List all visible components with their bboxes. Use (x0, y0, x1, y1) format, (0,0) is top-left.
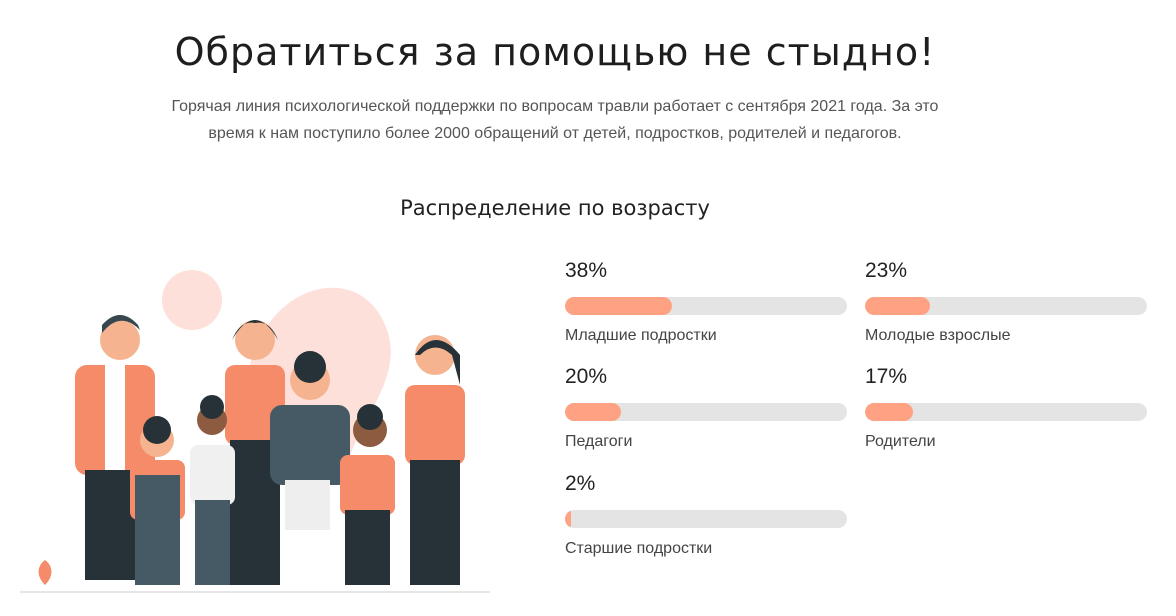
progress-fill (865, 403, 913, 421)
progress-bar (865, 297, 1147, 315)
stat-label: Молодые взрослые (865, 327, 1011, 344)
stat-item: 2% Старшие подростки (565, 469, 847, 558)
stat-percent: 17% (865, 365, 908, 388)
stat-percent: 23% (865, 259, 908, 282)
progress-fill (565, 510, 571, 528)
page-title: Обратиться за помощью не стыдно! (174, 30, 936, 74)
stat-label: Старшие подростки (565, 540, 713, 557)
stat-item: 17% Родители (865, 362, 1147, 451)
stat-item: 20% Педагоги (565, 362, 847, 451)
stat-label: Педагоги (565, 433, 633, 450)
stat-item: 38% Младшие подростки (565, 256, 847, 345)
progress-bar (565, 297, 847, 315)
stat-percent: 20% (565, 365, 608, 388)
section-title: Распределение по возрасту (400, 196, 710, 220)
progress-bar (565, 403, 847, 421)
progress-fill (565, 297, 673, 315)
intro-line-2: время к нам поступило более 2000 обращен… (208, 125, 902, 142)
progress-fill (865, 297, 930, 315)
progress-bar (565, 510, 847, 528)
stat-label: Младшие подростки (565, 327, 717, 344)
stat-label: Родители (865, 433, 936, 450)
intro-line-1: Горячая линия психологической поддержки … (171, 98, 939, 115)
progress-fill (565, 403, 622, 421)
stat-item: 23% Молодые взрослые (865, 256, 1147, 345)
intro-text: Горячая линия психологической поддержки … (130, 93, 980, 147)
progress-bar (865, 403, 1147, 421)
people-illustration (20, 270, 490, 593)
stat-percent: 2% (565, 472, 596, 495)
stat-percent: 38% (565, 259, 608, 282)
